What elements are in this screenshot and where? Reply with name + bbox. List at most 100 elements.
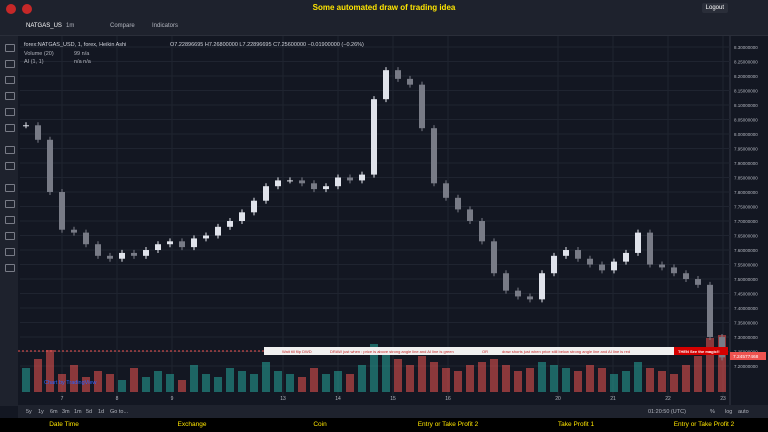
candle	[215, 226, 221, 236]
range-button[interactable]: 1m	[74, 409, 82, 415]
volume-bar	[562, 368, 570, 392]
volume-bar	[358, 365, 366, 392]
volume-bar	[274, 371, 282, 392]
candle	[71, 229, 77, 233]
volume-bar	[466, 365, 474, 392]
tool[interactable]	[5, 184, 15, 192]
candle	[599, 264, 605, 271]
tool[interactable]	[5, 92, 15, 100]
tool[interactable]	[5, 124, 15, 132]
candle	[251, 200, 257, 213]
candle	[695, 279, 701, 285]
footer-label: Entry or Take Profit 2	[417, 421, 479, 428]
x-tick-label: 23	[720, 396, 726, 402]
y-tick-label: 8.00000000	[734, 132, 758, 137]
candle	[107, 255, 113, 259]
candle	[587, 258, 593, 265]
candle	[383, 70, 389, 100]
range-button[interactable]: 1d	[98, 409, 105, 415]
range-button[interactable]: Go to...	[110, 409, 129, 415]
menu-icon[interactable]	[22, 4, 32, 14]
tool[interactable]	[5, 146, 15, 154]
tool[interactable]	[5, 60, 15, 68]
volume-bar	[94, 371, 102, 392]
volume-bar	[286, 374, 294, 392]
volume-bar	[214, 377, 222, 392]
footer-label: Entry or Take Profit 2	[673, 421, 735, 428]
candle	[203, 235, 209, 239]
candle	[143, 250, 149, 256]
tool[interactable]	[5, 248, 15, 256]
tool[interactable]	[5, 200, 15, 208]
candle	[323, 186, 329, 190]
status-item[interactable]: %	[710, 409, 715, 415]
volume-bar	[598, 368, 606, 392]
volume-bar	[334, 371, 342, 392]
footer-label: Date Time	[49, 421, 79, 428]
range-button[interactable]: 6m	[50, 409, 58, 415]
volume-bar	[154, 371, 162, 392]
status-item[interactable]: auto	[738, 409, 749, 415]
volume-bar	[706, 338, 714, 392]
compare[interactable]: Compare	[110, 23, 135, 29]
volume-bar	[610, 374, 618, 392]
candle	[299, 180, 305, 184]
candle	[47, 139, 53, 193]
tool[interactable]	[5, 264, 15, 272]
tool[interactable]	[5, 108, 15, 116]
candle	[83, 232, 89, 245]
page-title: Some automated draw of trading idea	[312, 3, 456, 12]
volume-bar	[394, 359, 402, 392]
status-item[interactable]: log	[725, 409, 733, 415]
candle	[167, 241, 173, 245]
tool[interactable]	[5, 44, 15, 52]
candle	[563, 250, 569, 256]
candle	[23, 125, 29, 127]
tool[interactable]	[5, 162, 15, 170]
y-tick-label: 7.95000000	[734, 146, 758, 151]
candle	[287, 180, 293, 182]
banner-highlight-bg	[674, 347, 728, 355]
candle	[479, 221, 485, 242]
y-tick-label: 8.10000000	[734, 103, 758, 108]
y-tick-label: 7.65000000	[734, 234, 758, 239]
candle	[359, 174, 365, 181]
volume-bar	[178, 380, 186, 392]
range-button[interactable]: 1y	[38, 409, 44, 415]
volume-bar	[382, 350, 390, 392]
volume-bar	[250, 374, 258, 392]
price-tag-bg	[730, 352, 766, 360]
y-tick-label: 7.55000000	[734, 263, 758, 268]
banner-highlight: THEN See the magic!!	[678, 349, 720, 354]
y-tick-label: 7.50000000	[734, 277, 758, 282]
range-button[interactable]: 3m	[62, 409, 70, 415]
y-tick-label: 7.45000000	[734, 292, 758, 297]
y-tick-label: 7.35000000	[734, 321, 758, 326]
logout-button[interactable]: Logout	[701, 3, 728, 13]
y-tick-label: 7.60000000	[734, 248, 758, 253]
candle	[527, 296, 533, 300]
volume-bar	[490, 359, 498, 392]
tool[interactable]	[5, 232, 15, 240]
menu-icon[interactable]	[6, 4, 16, 14]
x-tick-label: 9	[171, 396, 174, 402]
y-tick-label: 8.25000000	[734, 59, 758, 64]
range-button[interactable]: 5y	[26, 409, 32, 415]
price-chart: 8.30000000 8.25000000 8.20000000 8.15000000…	[18, 36, 768, 405]
range-button[interactable]: 5d	[86, 409, 93, 415]
volume-bar	[418, 356, 426, 392]
footer-label: Coin	[313, 421, 327, 428]
candle	[647, 232, 653, 265]
indicators[interactable]: Indicators	[152, 23, 179, 29]
candle	[551, 255, 557, 274]
drawing-tools	[0, 36, 18, 406]
y-tick-label: 8.20000000	[734, 74, 758, 79]
interval[interactable]: 1m	[66, 23, 75, 29]
tool[interactable]	[5, 76, 15, 84]
top-bar: Some automated draw of trading idea Logo…	[0, 0, 768, 18]
tool[interactable]	[5, 216, 15, 224]
symbol[interactable]: NATGAS_US	[26, 23, 62, 29]
y-tick-label: 7.90000000	[734, 161, 758, 166]
footer-label: Exchange	[177, 421, 207, 428]
volume-bar	[130, 368, 138, 392]
